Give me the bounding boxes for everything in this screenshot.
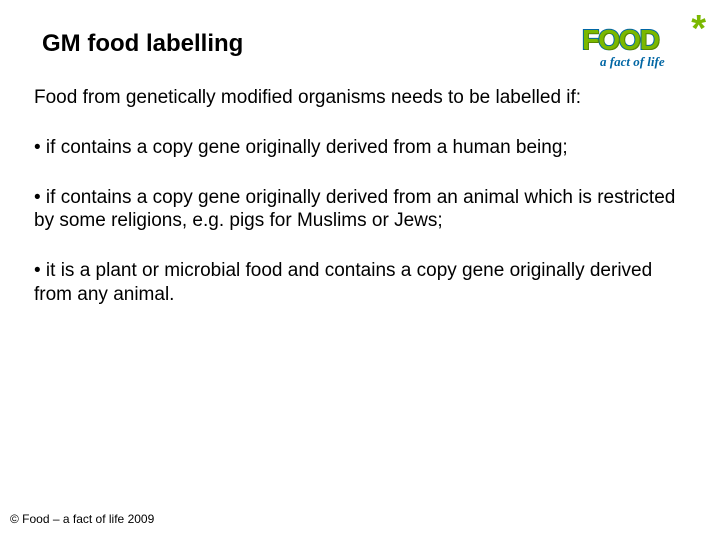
intro-text: Food from genetically modified organisms…: [34, 86, 682, 110]
bullet-item: • if contains a copy gene originally der…: [34, 136, 682, 160]
logo-main-text: FOOD: [582, 24, 659, 56]
logo-subtitle: a fact of life: [600, 54, 665, 70]
logo-asterisk-icon: *: [691, 8, 706, 51]
bullet-item: • it is a plant or microbial food and co…: [34, 259, 682, 307]
slide-container: FOOD FOOD * a fact of life GM food label…: [0, 0, 720, 540]
copyright-text: © Food – a fact of life 2009: [10, 512, 154, 526]
food-logo: FOOD FOOD * a fact of life: [582, 14, 702, 84]
bullet-item: • if contains a copy gene originally der…: [34, 186, 682, 234]
